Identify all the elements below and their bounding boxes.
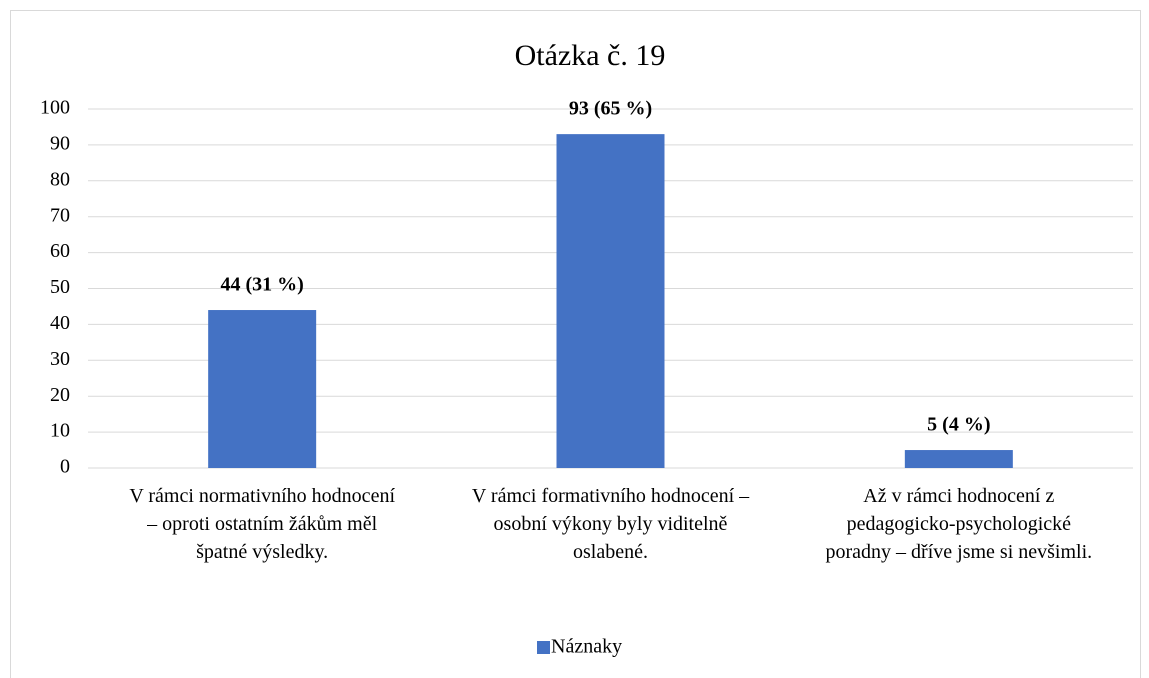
y-tick-label: 50 bbox=[50, 276, 70, 298]
data-label: 93 (65 %) bbox=[569, 98, 652, 120]
legend-swatch bbox=[537, 641, 550, 654]
data-label: 5 (4 %) bbox=[927, 414, 990, 436]
bar bbox=[208, 310, 317, 468]
x-tick-label: Až v rámci hodnocení z pedagogicko-psych… bbox=[825, 485, 1093, 563]
bar bbox=[904, 450, 1013, 468]
y-tick-label: 60 bbox=[50, 240, 70, 262]
x-tick-label: V rámci normativního hodnocení – oproti … bbox=[129, 485, 395, 563]
y-tick-label: 70 bbox=[50, 204, 70, 226]
y-tick-label: 20 bbox=[50, 384, 70, 406]
chart-title: Otázka č. 19 bbox=[515, 39, 666, 72]
data-label: 44 (31 %) bbox=[221, 274, 304, 296]
y-tick-label: 40 bbox=[50, 312, 70, 334]
y-tick-label: 90 bbox=[50, 132, 70, 154]
legend-label: Náznaky bbox=[551, 636, 622, 658]
y-tick-label: 0 bbox=[60, 456, 70, 478]
bar bbox=[556, 134, 665, 468]
y-tick-label: 80 bbox=[50, 168, 70, 190]
y-tick-label: 10 bbox=[50, 420, 70, 442]
y-tick-label: 30 bbox=[50, 348, 70, 370]
y-tick-label: 100 bbox=[40, 97, 70, 119]
x-tick-label: V rámci formativního hodnocení – osobní … bbox=[471, 485, 750, 563]
chart-frame bbox=[10, 10, 1141, 678]
